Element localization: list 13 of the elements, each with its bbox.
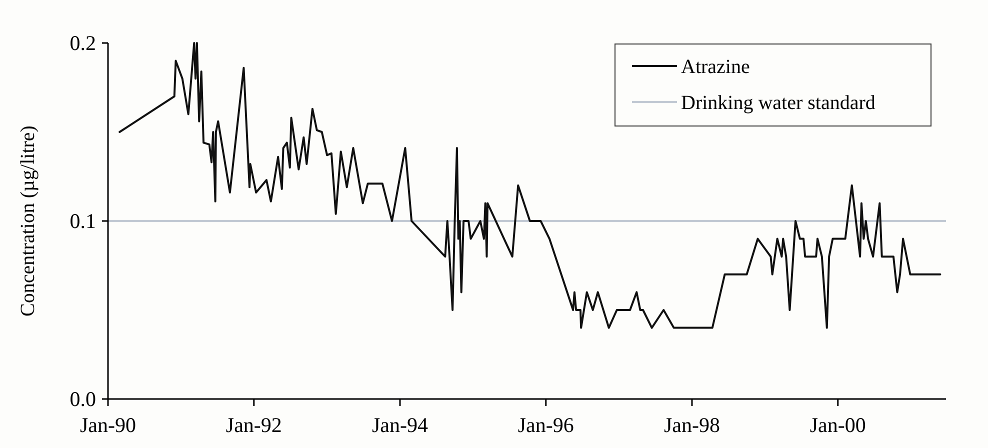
- x-tick-label: Jan-94: [372, 413, 428, 437]
- y-tick-label: 0.2: [70, 31, 96, 55]
- x-tick-label: Jan-90: [80, 413, 136, 437]
- y-tick-label: 0.0: [70, 387, 96, 411]
- x-tick-label: Jan-00: [810, 413, 866, 437]
- x-tick-label: Jan-96: [518, 413, 574, 437]
- y-tick-label: 0.1: [70, 209, 96, 233]
- x-tick-label: Jan-92: [226, 413, 282, 437]
- y-axis-title: Concentration (µg/litre): [17, 126, 39, 316]
- x-tick-label: Jan-98: [664, 413, 720, 437]
- line-series: [118, 42, 942, 329]
- legend-label: Atrazine: [681, 56, 750, 78]
- legend-label: Drinking water standard: [681, 92, 876, 114]
